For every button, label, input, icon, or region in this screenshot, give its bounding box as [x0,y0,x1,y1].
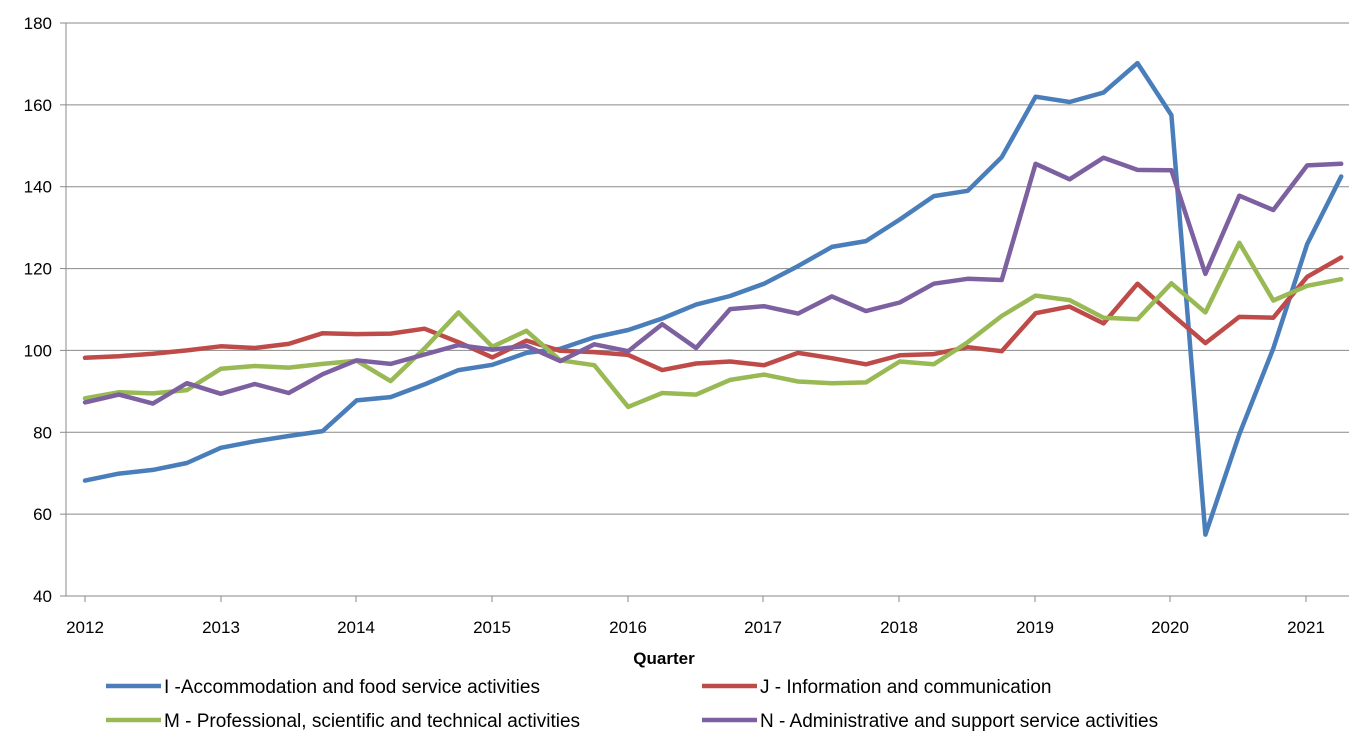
series-line-1 [82,60,1344,537]
x-tick-label: 2018 [880,618,918,637]
series-line-4 [82,155,1344,406]
x-tick-label: 2012 [66,618,104,637]
legend: I -Accommodation and food service activi… [106,677,1158,732]
x-tick-label: 2017 [744,618,782,637]
x-tick-label: 2015 [473,618,511,637]
y-tick-label: 120 [24,260,52,279]
legend-label: J - Information and communication [760,677,1051,698]
legend-label: M - Professional, scientific and technic… [164,711,580,732]
x-axis-title: Quarter [633,649,695,668]
series-line-2 [82,255,1344,373]
y-tick-label: 60 [33,505,52,524]
y-tick-label: 160 [24,96,52,115]
x-tick-label: 2014 [337,618,375,637]
y-tick-label: 40 [33,587,52,606]
y-axis-ticks: 40 60 80 100 120 140 160 180 [24,14,66,606]
axes [65,23,1349,597]
y-tick-label: 180 [24,14,52,33]
y-tick-label: 80 [33,423,52,442]
x-tick-label: 2016 [609,618,647,637]
y-tick-label: 100 [24,341,52,360]
x-tick-label: 2019 [1016,618,1054,637]
series-line-3 [82,240,1344,410]
x-axis-ticks: 2012 2013 2014 2015 2016 2017 2018 2019 2020 2021 [66,596,1325,637]
x-tick-label: 2021 [1287,618,1325,637]
legend-label: I -Accommodation and food service activi… [164,677,540,698]
x-tick-label: 2013 [202,618,240,637]
gridlines [66,22,1349,515]
y-tick-label: 140 [24,178,52,197]
series-lines [82,60,1344,537]
x-tick-label: 2020 [1151,618,1189,637]
legend-label: N - Administrative and support service a… [760,711,1158,732]
